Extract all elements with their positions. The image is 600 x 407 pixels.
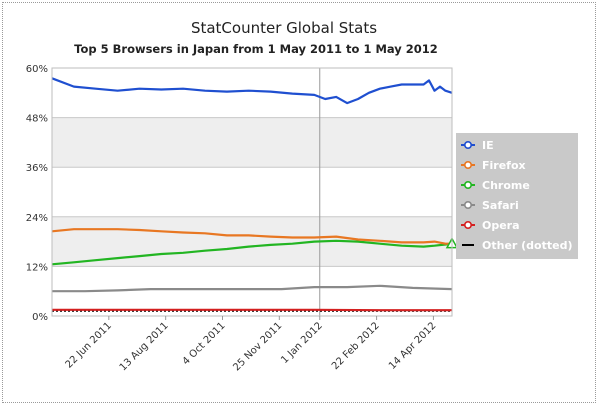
legend-label-safari: Safari (482, 199, 519, 212)
chart-title: StatCounter Global Stats (191, 19, 377, 37)
y-tick-label: 48% (26, 114, 48, 125)
plot-band (52, 117, 452, 168)
legend-label-opera: Opera (482, 219, 520, 232)
legend-label-other-dotted: Other (dotted) (482, 239, 573, 252)
legend-marker-chrome (463, 181, 472, 190)
series-line-chrome (51, 239, 453, 266)
plot-band (52, 68, 452, 118)
legend-marker-safari (463, 201, 472, 210)
y-tick-label: 0% (32, 312, 48, 323)
legend-box (456, 133, 578, 259)
y-tick-label: 24% (26, 213, 48, 224)
plot-background (52, 68, 452, 316)
series-group (51, 77, 459, 312)
y-tick-label: 36% (26, 163, 48, 174)
x-tick-label: 22 Feb 2012 (330, 320, 382, 372)
x-tick-label: 25 Nov 2011 (231, 320, 284, 373)
chart-subtitle: Top 5 Browsers in Japan from 1 May 2011 … (74, 42, 438, 56)
plot-band (52, 167, 452, 217)
x-tick-label: 22 Jun 2011 (64, 320, 114, 370)
legend-marker-firefox (463, 161, 472, 170)
legend-label-ie: IE (482, 139, 494, 152)
x-tick-label: 13 Aug 2011 (118, 320, 171, 373)
legend: IE Firefox Chrome Safari Opera Other (dotted) (456, 133, 578, 259)
series-line-safari (52, 284, 453, 293)
legend-marker-ie (463, 141, 472, 150)
legend-label-firefox: Firefox (482, 159, 526, 172)
legend-marker-opera (463, 221, 472, 230)
legend-label-chrome: Chrome (482, 179, 530, 192)
y-tick-label: 12% (26, 262, 48, 273)
x-tick-label: 4 Oct 2011 (181, 320, 228, 367)
series-line-ie (51, 77, 453, 105)
x-tick-label: 1 Jan 2012 (279, 320, 325, 366)
series-line-firefox (51, 228, 452, 245)
y-tick-label: 60% (26, 64, 48, 75)
x-tick-label: 14 Apr 2012 (387, 320, 439, 372)
plot-border (51, 67, 453, 317)
